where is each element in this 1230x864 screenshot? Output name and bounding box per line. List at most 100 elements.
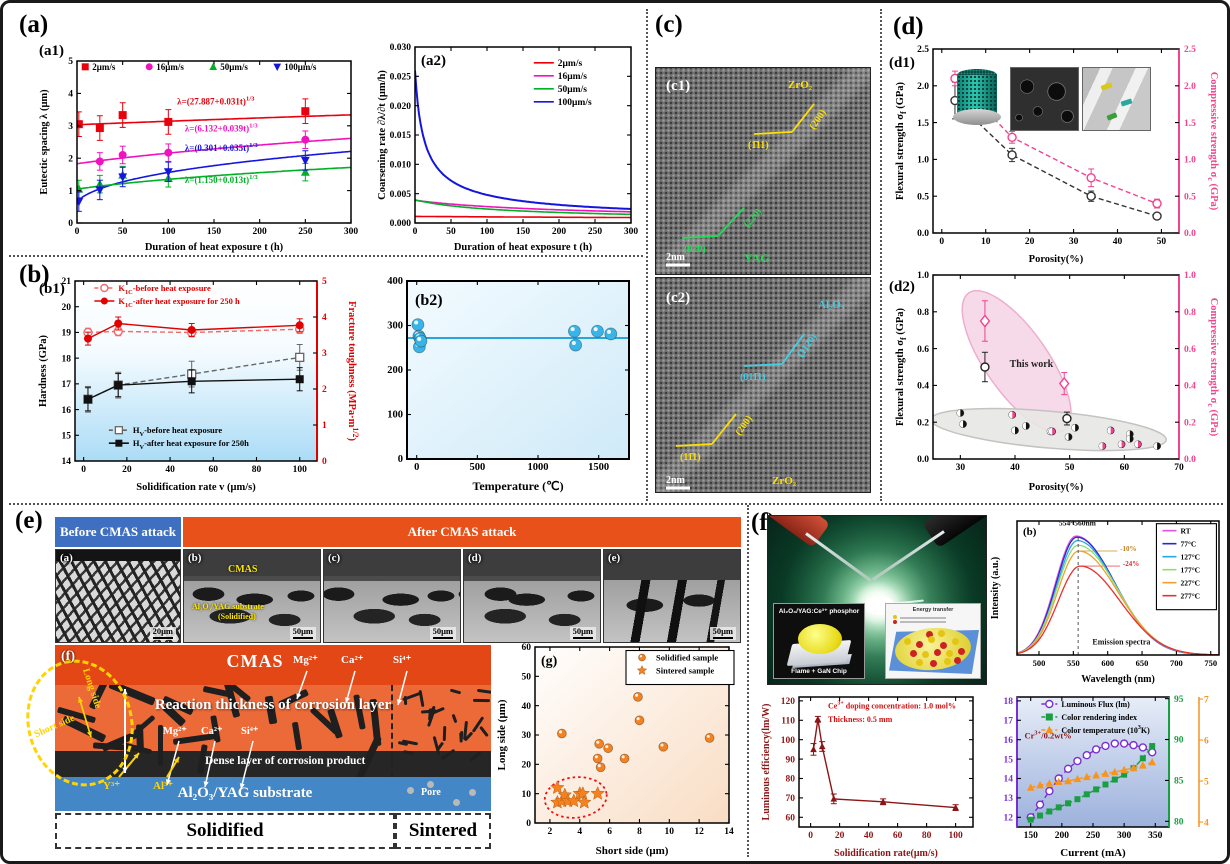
- svg-text:0.2: 0.2: [917, 418, 929, 428]
- svg-text:18: 18: [1004, 697, 1014, 707]
- al-ion-label: Al³⁺: [153, 780, 174, 792]
- svg-text:150: 150: [516, 227, 531, 237]
- svg-text:0.6: 0.6: [917, 345, 929, 355]
- svg-text:ZrO₂: ZrO₂: [788, 79, 813, 91]
- svg-text:0.4: 0.4: [1184, 382, 1196, 392]
- cmas-layer: [55, 645, 491, 685]
- solidified-note: (Solidified): [218, 612, 256, 621]
- svg-text:0.0: 0.0: [917, 455, 929, 465]
- svg-text:80: 80: [1174, 817, 1184, 827]
- svg-text:70: 70: [1174, 463, 1184, 473]
- rod-size-scatter-chart: 2 4 6 8 10 12 14 Short side (μm) 0 10 20 30 40 50 60 Lo…: [496, 643, 735, 857]
- svg-text:ZrO₂: ZrO₂: [772, 475, 797, 487]
- led-performance-chart: 150 200 250 300 350 Current (mA) 12 13 14 15 16 17 1…: [1004, 695, 1210, 859]
- panel-label-b: (b): [19, 261, 50, 288]
- svg-text:300: 300: [387, 321, 403, 332]
- svg-text:150: 150: [207, 227, 222, 237]
- svg-text:This work: This work: [1010, 359, 1054, 370]
- cylinder-base: [953, 109, 1001, 125]
- svg-text:20: 20: [62, 303, 72, 313]
- svg-text:4: 4: [322, 313, 327, 323]
- header-after-cmas: After CMAS attack: [183, 517, 741, 547]
- svg-text:80: 80: [922, 831, 932, 841]
- ion-ca-mid: Ca²⁺: [201, 726, 223, 737]
- chip-label: Flame + GaN Chip: [791, 668, 847, 675]
- cylinder-body: [957, 75, 997, 113]
- svg-text:30: 30: [522, 731, 532, 741]
- svg-text:0.5: 0.5: [1184, 192, 1196, 202]
- svg-text:Fracture toughness (MPa·m1/2): Fracture toughness (MPa·m1/2): [346, 301, 360, 441]
- svg-text:60: 60: [893, 831, 903, 841]
- svg-text:16μm/s: 16μm/s: [558, 72, 587, 82]
- svg-text:50: 50: [1157, 237, 1167, 247]
- svg-text:5: 5: [322, 277, 327, 287]
- svg-text:1.0: 1.0: [1184, 156, 1196, 166]
- svg-text:10: 10: [665, 827, 675, 837]
- svg-text:5: 5: [1204, 777, 1209, 787]
- svg-text:19: 19: [62, 329, 72, 339]
- hrtem-c2-annotations: (c2) Al₂O₃ (011̄1) (112̄0) (11̄1) (200) ZrO₂ 2n…: [666, 290, 845, 490]
- micrograph-a-scale: 20μm: [149, 626, 176, 640]
- svg-text:2: 2: [68, 154, 73, 164]
- svg-text:Al₂O₃: Al₂O₃: [818, 299, 845, 311]
- strength-comparison-chart: 30 40 50 60 70 Porosity(%) 0.0 0.2 0.4 0.6 0.8 1.0 F…: [889, 271, 1219, 493]
- svg-text:400: 400: [387, 276, 403, 287]
- svg-text:(b): (b): [1023, 526, 1037, 538]
- svg-text:40: 40: [1113, 237, 1123, 247]
- ion-ca-top: Ca²⁺: [341, 654, 364, 666]
- svg-text:16μm/s: 16μm/s: [156, 62, 184, 72]
- svg-text:0: 0: [413, 227, 418, 237]
- svg-text:(c2): (c2): [666, 290, 690, 306]
- svg-text:Short side (μm): Short side (μm): [596, 845, 669, 857]
- svg-text:50μm/s: 50μm/s: [220, 62, 248, 72]
- svg-text:0.020: 0.020: [390, 102, 412, 112]
- micrograph-c-scale: 50μm: [429, 626, 456, 640]
- yellow-dot-legend: [893, 615, 897, 619]
- svg-text:100: 100: [480, 227, 495, 237]
- substrate-note: Al₂O₃/YAG substrate: [192, 602, 264, 611]
- svg-text:127°C: 127°C: [1180, 553, 1200, 562]
- probe-needle-left: [805, 532, 872, 582]
- ion-mg-top: Mg²⁺: [293, 654, 318, 666]
- svg-text:250: 250: [1086, 831, 1101, 841]
- svg-text:227°C: 227°C: [1180, 579, 1200, 588]
- hrtem-image-c2: (c2) Al₂O₃ (011̄1) (112̄0) (11̄1) (200) ZrO₂ 2n…: [655, 277, 871, 493]
- svg-text:250: 250: [298, 227, 313, 237]
- svg-text:13: 13: [1004, 794, 1014, 804]
- svg-text:550: 550: [1067, 658, 1080, 668]
- svg-text:Ce3+ doping concentration: 1.0: Ce3+ doping concentration: 1.0 mol%: [828, 701, 956, 711]
- tem-lamellae-image: [1082, 67, 1151, 131]
- svg-text:λ=(1.150+0.013t)1/3: λ=(1.150+0.013t)1/3: [185, 174, 258, 185]
- svg-text:2: 2: [322, 385, 327, 395]
- svg-text:16: 16: [62, 406, 72, 416]
- svg-text:300: 300: [344, 227, 359, 237]
- svg-text:650: 650: [1136, 658, 1149, 668]
- svg-text:6: 6: [607, 827, 612, 837]
- toughness-temperature-chart: 0 500 1000 1500 Temperature (℃) 0 100 200 300 400…: [387, 276, 630, 493]
- energy-transfer-inset: Energy transfer: [885, 603, 981, 679]
- svg-text:21: 21: [62, 277, 72, 287]
- svg-text:Long side (μm): Long side (μm): [496, 699, 508, 770]
- svg-text:2: 2: [548, 827, 553, 837]
- separator-a-b: [9, 255, 643, 257]
- svg-text:(200): (200): [807, 108, 828, 132]
- svg-text:0.0: 0.0: [1184, 455, 1196, 465]
- separator-e-f: [747, 505, 749, 857]
- svg-text:(1̄11): (1̄11): [748, 140, 769, 151]
- energy-transfer-label: Energy transfer: [912, 607, 954, 613]
- svg-text:20: 20: [1025, 237, 1035, 247]
- svg-text:50: 50: [522, 673, 532, 683]
- svg-text:100: 100: [948, 831, 963, 841]
- svg-text:0.030: 0.030: [390, 43, 412, 53]
- svg-text:0.0: 0.0: [917, 229, 929, 239]
- solidified-label-box: Solidified: [55, 813, 395, 849]
- phosphor-label: Al₂O₃/YAG:Ce³⁺ phosphor: [778, 608, 860, 615]
- svg-text:200: 200: [387, 365, 403, 376]
- svg-text:Luminous efficiency(lm/W): Luminous efficiency(lm/W): [761, 704, 772, 821]
- svg-text:Solidification rate(μm/s): Solidification rate(μm/s): [834, 848, 938, 859]
- corrosion-schematic: (f) CMAS Mg²⁺ Ca²⁺ Si⁴⁺ Reaction thickne…: [13, 645, 491, 811]
- svg-text:(b2): (b2): [415, 292, 443, 309]
- svg-text:40: 40: [1010, 463, 1020, 473]
- svg-text:0.0: 0.0: [1184, 229, 1196, 239]
